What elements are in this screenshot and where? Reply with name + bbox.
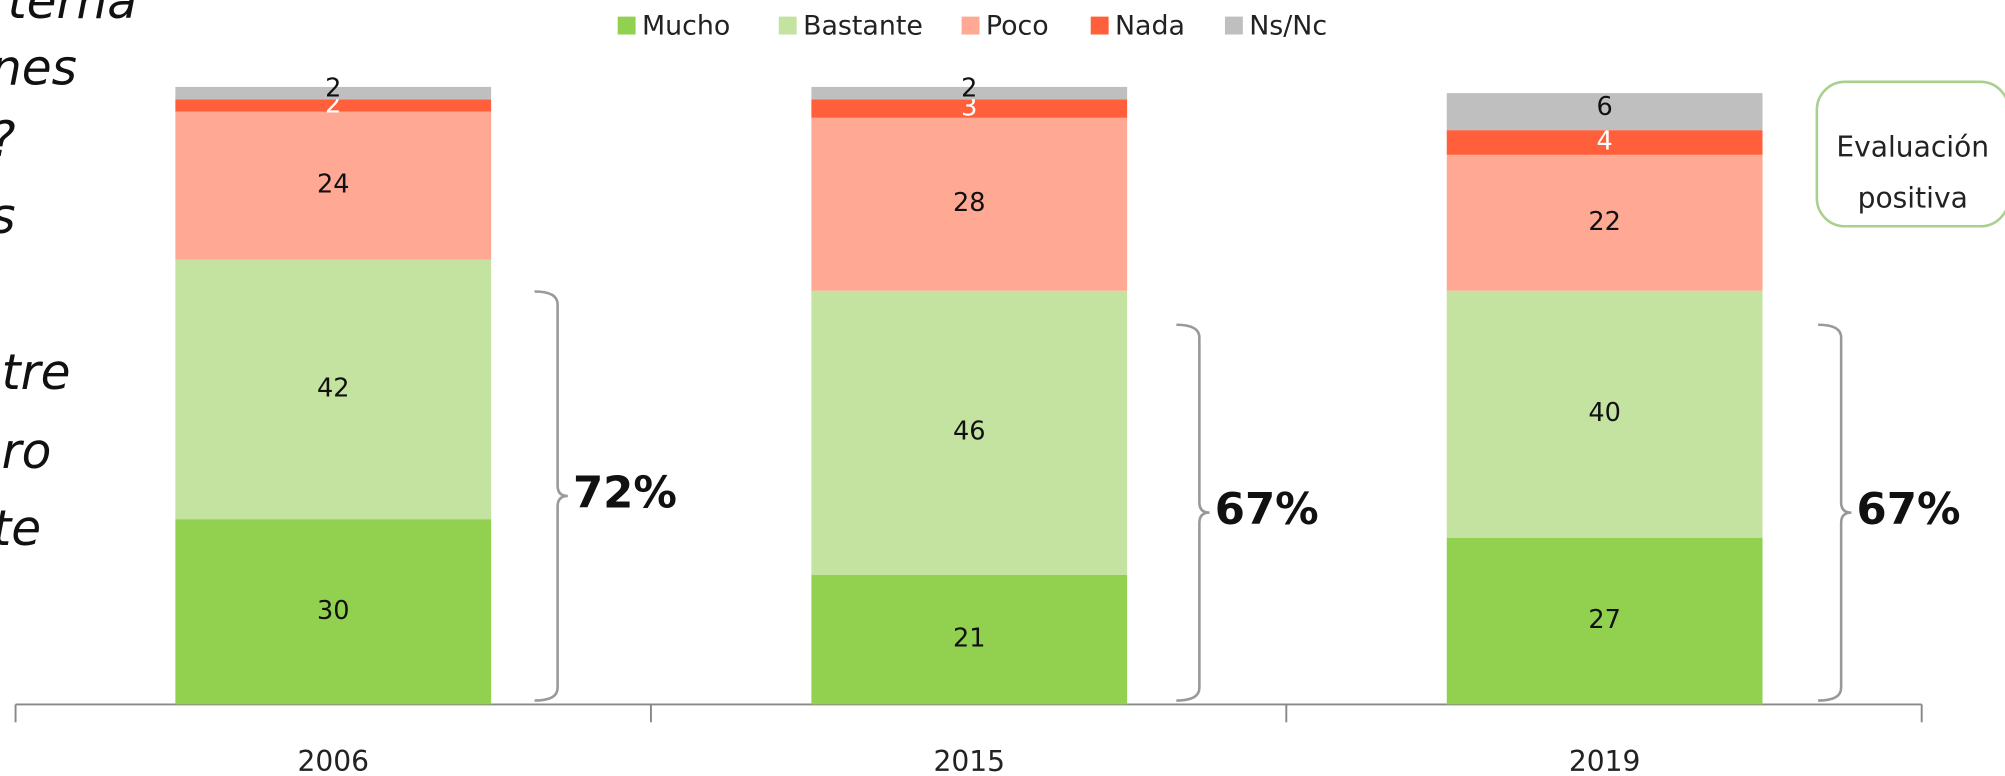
data-label: 2 xyxy=(325,73,341,103)
side-text: terna xyxy=(8,0,137,30)
data-label: 46 xyxy=(953,417,986,447)
bar-segment xyxy=(175,111,492,260)
bracket xyxy=(1176,323,1210,702)
bar-segment xyxy=(811,290,1128,575)
x-tick-label: 2019 xyxy=(1569,745,1641,776)
x-tick-label: 2015 xyxy=(933,745,1005,776)
bar-segment xyxy=(175,519,492,705)
side-text: te xyxy=(0,501,41,557)
legend-label: Bastante xyxy=(803,10,923,41)
legend-label: Mucho xyxy=(642,10,730,41)
legend-swatch xyxy=(778,16,797,35)
data-label: 3 xyxy=(961,93,977,123)
annotation: 72% xyxy=(573,469,677,519)
bar-segment xyxy=(811,99,1128,118)
annotation: 67% xyxy=(1856,485,1960,535)
legend-swatch xyxy=(961,16,980,35)
data-label: 21 xyxy=(953,624,986,654)
side-text: ? xyxy=(0,112,16,168)
callout-box xyxy=(1815,80,2005,228)
data-label: 2 xyxy=(961,73,977,103)
data-label: 28 xyxy=(953,188,986,218)
bar-segment xyxy=(811,574,1128,705)
bar-segment xyxy=(175,99,492,112)
bracket xyxy=(534,290,568,702)
bracket xyxy=(1818,323,1852,702)
legend-label: Poco xyxy=(986,10,1049,41)
data-label: 40 xyxy=(1588,398,1621,428)
bar-segment xyxy=(811,117,1128,291)
data-label: 22 xyxy=(1588,207,1621,237)
bar-segment xyxy=(1446,93,1763,131)
bar-segment xyxy=(175,259,492,520)
bar-segment xyxy=(1446,154,1763,291)
data-label: 27 xyxy=(1588,605,1621,635)
data-label: 24 xyxy=(317,170,350,200)
side-text: nes xyxy=(0,41,77,97)
data-label: 30 xyxy=(317,596,350,626)
side-text: ro xyxy=(2,424,52,480)
bar-segment xyxy=(811,86,1128,100)
legend-swatch xyxy=(617,16,636,35)
legend-swatch xyxy=(1090,16,1109,35)
legend-label: Nada xyxy=(1115,10,1185,41)
legend-swatch xyxy=(1224,16,1243,35)
side-text: tre xyxy=(2,345,71,401)
callout-text: positiva xyxy=(1858,181,1968,214)
annotation: 67% xyxy=(1215,485,1319,535)
legend-label: Ns/Nc xyxy=(1249,10,1327,41)
side-text: s xyxy=(0,189,16,245)
bar-segment xyxy=(1446,130,1763,155)
bar-segment xyxy=(1446,290,1763,538)
data-label: 4 xyxy=(1597,127,1613,157)
callout-text: Evaluación xyxy=(1836,130,1989,163)
x-tick-label: 2006 xyxy=(297,745,369,776)
data-label: 6 xyxy=(1597,92,1613,122)
bar-segment xyxy=(1446,537,1763,705)
bar-segment xyxy=(175,86,492,100)
data-label: 42 xyxy=(317,373,350,403)
